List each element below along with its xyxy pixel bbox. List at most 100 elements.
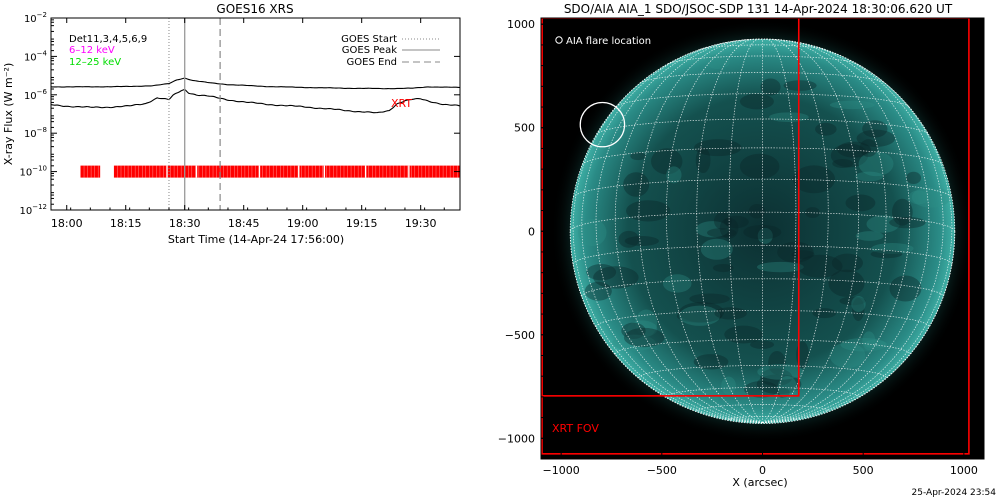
footer-timestamp: 25-Apr-2024 23:54 xyxy=(911,488,996,498)
disk-patch xyxy=(723,215,749,229)
disk-patch xyxy=(706,228,737,238)
goes-x-tick-label: 18:15 xyxy=(110,217,142,230)
solar-disk-texture xyxy=(577,54,951,409)
disk-patch xyxy=(739,93,774,110)
disk-patch xyxy=(855,231,884,241)
disk-patch xyxy=(713,212,732,230)
goes-x-tick-label: 18:45 xyxy=(228,217,260,230)
disk-patch xyxy=(577,218,607,247)
disk-patch xyxy=(768,351,786,375)
legend-detectors: Det11,3,4,5,6,9 xyxy=(69,34,147,45)
disk-patch xyxy=(689,293,730,305)
longitude-line xyxy=(614,40,763,423)
disk-patch xyxy=(856,129,896,147)
xrt-observation-segment xyxy=(80,165,101,178)
aia-chart-title: SDO/AIA AIA_1 SDO/JSOC-SDP 131 14-Apr-20… xyxy=(564,2,953,16)
goes-y-tick-label: 10−10 xyxy=(19,165,47,179)
disk-patch xyxy=(635,309,658,337)
disk-patch xyxy=(851,296,866,312)
disk-patch xyxy=(694,139,742,157)
disk-patch xyxy=(760,368,793,387)
goes-x-tick-label: 19:00 xyxy=(287,217,319,230)
longitude-line xyxy=(762,39,887,423)
disk-patch xyxy=(864,339,886,349)
disk-patch xyxy=(724,325,763,344)
disk-patch xyxy=(845,194,876,212)
disk-patch xyxy=(662,274,692,293)
goes-y-tick-label: 10−8 xyxy=(24,126,47,140)
legend-flare-icon xyxy=(555,36,563,44)
goes-axes: 18:00 18:15 18:30 18:45 19:00 19:15 19:30 10−2 1… xyxy=(19,11,460,230)
goes-y-tick-label: 10−6 xyxy=(24,88,48,102)
disk-patch xyxy=(889,275,922,302)
goes-y-tick-label: 10−4 xyxy=(24,49,48,63)
disk-patch xyxy=(837,141,871,158)
longitude-line xyxy=(581,46,763,423)
disk-patch xyxy=(714,307,747,320)
disk-patch xyxy=(797,254,843,278)
xrt-fov-box xyxy=(541,18,800,397)
disk-patch xyxy=(777,241,814,263)
goes-plot-frame xyxy=(50,17,461,211)
disk-patch xyxy=(871,243,914,254)
disk-patch xyxy=(855,171,884,182)
latitude-line xyxy=(572,178,953,198)
longitude-line xyxy=(595,41,763,423)
disk-patch xyxy=(829,100,875,110)
longitude-line xyxy=(762,40,911,423)
disk-patch xyxy=(586,263,617,281)
disk-patch xyxy=(756,374,802,395)
disk-patch xyxy=(889,216,926,229)
aia-image-panel: SDO/AIA AIA_1 SDO/JSOC-SDP 131 14-Apr-20… xyxy=(498,2,985,489)
longitude-line xyxy=(696,38,763,423)
disk-patch xyxy=(624,236,659,246)
disk-patch xyxy=(840,338,888,352)
latitude-line xyxy=(596,118,929,135)
xrt-fov-label: XRT FOV xyxy=(552,422,599,435)
disk-patch xyxy=(891,198,913,226)
latitude-line xyxy=(614,339,911,355)
disk-patch xyxy=(862,331,876,351)
aia-x-tick-label: 0 xyxy=(759,464,766,477)
flare-location-circle xyxy=(579,101,626,148)
goes-y-axis-label: X-ray Flux (W m⁻²) xyxy=(2,63,15,165)
disk-patch xyxy=(792,165,836,194)
aia-x-tick-label: 1000 xyxy=(950,464,978,477)
disk-patch xyxy=(805,207,821,218)
disk-patch xyxy=(678,305,721,326)
longitude-line xyxy=(762,39,860,423)
disk-patch xyxy=(750,340,774,349)
disk-patch xyxy=(757,364,804,380)
latitude-line xyxy=(667,55,858,65)
goes-x-tick-label: 19:15 xyxy=(346,217,378,230)
xrt-annotation: XRT xyxy=(391,97,412,110)
disk-patch xyxy=(676,309,723,323)
disk-patch xyxy=(828,269,865,297)
aia-y-tick-label: 0 xyxy=(528,225,535,238)
aia-axes: −1000 −500 0 500 1000 1000 500 0 −500 −1000 xyxy=(498,18,985,477)
goes-x-tick-label: 18:30 xyxy=(169,217,201,230)
goes-y-tick-label: 10−12 xyxy=(19,203,47,217)
disk-patch xyxy=(777,375,797,399)
disk-patch xyxy=(866,215,900,233)
disk-patch xyxy=(712,263,734,273)
heliographic-grid xyxy=(569,38,956,424)
disk-patch xyxy=(858,151,894,177)
legend-band-high: 12–25 keV xyxy=(69,57,121,68)
aia-y-tick-label: 1000 xyxy=(507,18,535,31)
disk-patch xyxy=(666,166,682,184)
goes-series-high xyxy=(51,88,460,114)
disk-patch xyxy=(862,120,888,138)
disk-patch xyxy=(739,153,780,179)
disk-patch xyxy=(679,302,725,323)
aia-y-tick-label: 500 xyxy=(514,122,535,135)
disk-patch xyxy=(623,172,650,197)
goes-x-axis-label: Start Time (14-Apr-24 17:56:00) xyxy=(168,233,344,246)
aia-x-tick-label: 500 xyxy=(853,464,874,477)
disk-patch xyxy=(695,147,711,174)
xrt-observation-bars xyxy=(80,165,460,178)
disk-patch xyxy=(651,148,683,175)
disk-patch xyxy=(626,200,671,222)
disk-patch xyxy=(630,152,646,161)
disk-patch xyxy=(769,112,809,122)
